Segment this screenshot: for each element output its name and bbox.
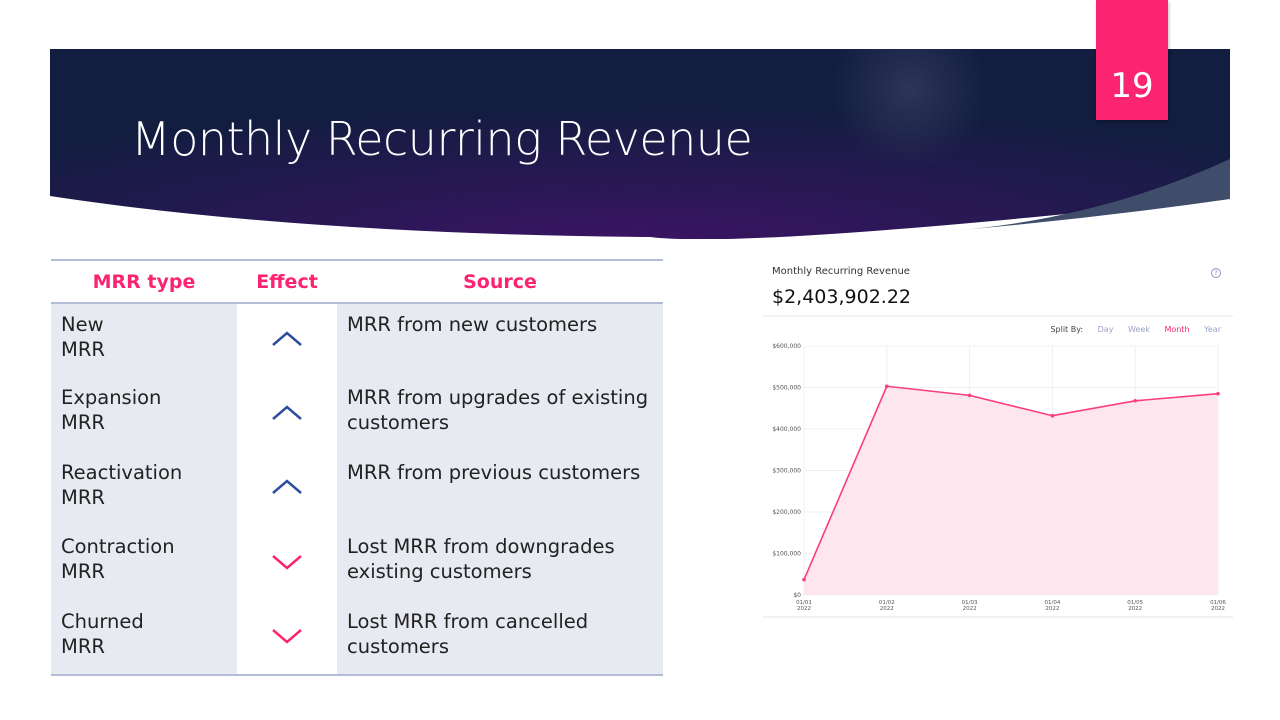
- data-point: [1050, 413, 1055, 418]
- source-cell: MRR from previous customers: [337, 451, 663, 527]
- mrr-total: $2,403,902.22: [772, 286, 912, 308]
- source-cell: MRR from new customers: [337, 303, 663, 378]
- mrr-type-suffix: MRR: [61, 485, 105, 509]
- slide-title: Monthly Recurring Revenue: [131, 112, 753, 166]
- x-tick-label: 01/01 2022: [796, 600, 812, 612]
- split-by-selector: Split By: Day Week Month Year: [1050, 325, 1221, 334]
- divider: [763, 315, 1233, 317]
- effect-cell: [237, 377, 337, 452]
- table-row: Churned MRR Lost MRR from cancelled custo…: [51, 600, 663, 675]
- mrr-type-name: Expansion: [61, 386, 162, 410]
- data-point: [885, 384, 889, 389]
- y-tick-label: $600,000: [772, 343, 801, 350]
- chart-title: Monthly Recurring Revenue: [772, 266, 910, 277]
- table-row: Contraction MRR Lost MRR from downgrades …: [51, 526, 663, 601]
- effect-cell: [237, 303, 337, 378]
- effect-cell: [237, 600, 337, 675]
- mrr-type-name: Contraction: [61, 535, 175, 559]
- mrr-type-cell: New MRR: [51, 303, 237, 378]
- table-row: Reactivation MRR MRR from previous custom…: [51, 451, 663, 527]
- page-number: 19: [1096, 0, 1168, 120]
- chevron-down-icon: [272, 554, 302, 570]
- split-week[interactable]: Week: [1127, 325, 1150, 334]
- header-mrr-type: MRR type: [51, 260, 237, 304]
- y-tick-label: $200,000: [772, 509, 801, 516]
- effect-cell: [237, 526, 337, 601]
- split-day[interactable]: Day: [1097, 325, 1114, 334]
- split-year[interactable]: Year: [1204, 325, 1221, 334]
- mrr-type-suffix: MRR: [61, 634, 105, 658]
- chevron-down-icon: [272, 628, 302, 644]
- area-fill: [804, 386, 1218, 595]
- source-cell: Lost MRR from downgrades existing custom…: [337, 526, 663, 601]
- mrr-type-cell: Churned MRR: [51, 600, 237, 675]
- chevron-up-icon: [272, 331, 302, 347]
- mrr-types-table: MRR type Effect Source New MRR MRR from n…: [51, 259, 663, 676]
- mrr-type-cell: Expansion MRR: [51, 377, 237, 452]
- y-tick-label: $300,000: [772, 468, 801, 475]
- x-tick-label: 01/05 2022: [1127, 600, 1143, 612]
- data-point: [1216, 391, 1220, 396]
- title-banner: [50, 49, 1230, 239]
- mrr-type-name: Reactivation: [61, 460, 183, 484]
- y-tick-label: $0: [793, 592, 801, 599]
- source-cell: MRR from upgrades of existing customers: [337, 377, 663, 452]
- mrr-type-name: Churned: [61, 609, 144, 633]
- mrr-type-suffix: MRR: [61, 411, 105, 435]
- series-line: [803, 385, 1219, 580]
- y-tick-label: $100,000: [772, 551, 801, 558]
- mrr-area-chart: $0 $100,000 $200,000 $300,000 $400,000 $500,0…: [772, 343, 1226, 612]
- question-circle-icon[interactable]: ?: [1211, 268, 1221, 278]
- header-source: Source: [337, 260, 663, 304]
- mrr-type-cell: Contraction MRR: [51, 526, 237, 601]
- x-tick-label: 01/02 2022: [879, 600, 895, 612]
- mrr-type-name: New: [61, 313, 104, 336]
- effect-cell: [237, 451, 337, 527]
- split-month[interactable]: Month: [1164, 325, 1190, 334]
- data-point: [967, 393, 972, 398]
- x-tick-label: 01/04 2022: [1044, 600, 1060, 612]
- table-row: Expansion MRR MRR from upgrades of existi…: [51, 377, 663, 452]
- x-tick-label: 01/03 2022: [962, 600, 978, 612]
- data-point: [1133, 398, 1137, 403]
- header-effect: Effect: [237, 260, 337, 304]
- chevron-up-icon: [272, 479, 302, 495]
- source-cell: Lost MRR from cancelled customers: [337, 600, 663, 675]
- mrr-chart-card: Monthly Recurring Revenue $2,403,902.22 …: [763, 258, 1233, 618]
- y-tick-label: $400,000: [772, 426, 801, 433]
- mrr-type-cell: Reactivation MRR: [51, 451, 237, 527]
- mrr-type-suffix: MRR: [61, 560, 105, 584]
- mrr-type-suffix: MRR: [61, 338, 105, 361]
- x-tick-label: 01/06 2022: [1210, 600, 1226, 612]
- y-tick-label: $500,000: [772, 385, 801, 392]
- data-point: [802, 577, 806, 582]
- table-row: New MRR MRR from new customers: [51, 303, 663, 378]
- split-by-label: Split By:: [1050, 325, 1084, 334]
- chevron-up-icon: [272, 405, 302, 421]
